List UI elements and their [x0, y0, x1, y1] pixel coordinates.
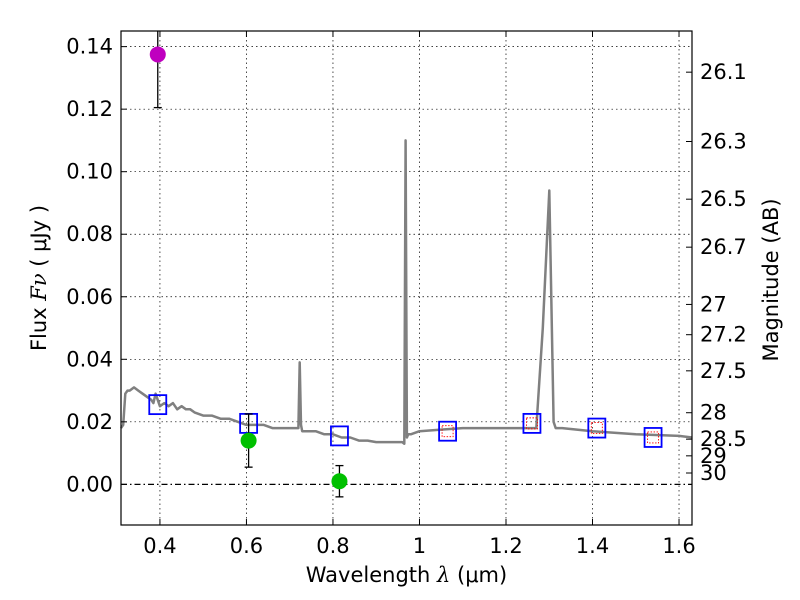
mag-tick-label: 27: [700, 292, 727, 316]
sed-model-line: [119, 139, 693, 445]
model-photometry-square: [148, 394, 168, 416]
y-tick-label: 0.10: [66, 160, 113, 184]
x-tick-label: 0.8: [316, 534, 349, 558]
observed-red-square: [647, 431, 660, 444]
y-tick-label: 0.04: [66, 347, 113, 371]
x-tick-label: 0.4: [143, 534, 176, 558]
mag-tick-label: 29: [700, 444, 727, 468]
magnitude-axis-label: Magnitude (AB): [759, 198, 783, 361]
y-axis-symbol: Fν: [27, 273, 51, 302]
y-tick-label: 0.06: [66, 285, 113, 309]
mag-tick-label: 30: [700, 461, 727, 485]
model-photometry-square: [522, 412, 542, 434]
mag-tick-label: 26.7: [700, 235, 747, 259]
mag-tick-label: 26.5: [700, 187, 747, 211]
model-photometry-square: [643, 427, 663, 448]
x-axis-symbol: λ: [436, 563, 450, 587]
model-photometry-square: [587, 417, 607, 439]
x-tick-label: 0.6: [230, 534, 263, 558]
mag-tick-label: 27.5: [700, 359, 747, 383]
model-photometry-square: [438, 420, 457, 442]
observed-point: [149, 46, 166, 63]
y-axis-label: Flux Fν ( μJy ): [27, 205, 51, 351]
model-photometry-square: [330, 425, 349, 447]
mag-tick-label: 26.1: [700, 60, 747, 84]
observed-red-square: [525, 417, 538, 430]
mag-tick-label: 26.3: [700, 130, 747, 154]
axis-labels: 0.4 0.6 0.8 1 1.2 1.4 1.6 0.00 0.02 0.04 0.06 0.08 0…: [27, 35, 783, 587]
y-tick-label: 0.14: [66, 35, 113, 59]
data-series: [119, 31, 693, 498]
mag-tick-label: 27.2: [700, 323, 747, 347]
axis-ticks: [121, 31, 692, 525]
x-tick-label: 1.2: [489, 534, 522, 558]
mag-tick-label: 28.5: [700, 427, 747, 451]
mag-tick-label: 28: [700, 401, 727, 425]
x-tick-label: 1.6: [662, 534, 695, 558]
y-tick-label: 0.08: [66, 222, 113, 246]
observed-red-square: [590, 422, 603, 435]
observed-red-square: [441, 425, 454, 438]
x-axis-label: Wavelength λ (μm): [306, 563, 507, 587]
y-tick-label: 0.02: [66, 410, 113, 434]
plot-frame: [120, 30, 693, 526]
observed-point: [240, 432, 257, 449]
y-tick-label: 0.00: [66, 472, 113, 496]
y-tick-label: 0.12: [66, 97, 113, 121]
x-tick-label: 1.4: [576, 534, 609, 558]
x-tick-label: 1: [413, 534, 426, 558]
observed-point: [331, 473, 348, 490]
